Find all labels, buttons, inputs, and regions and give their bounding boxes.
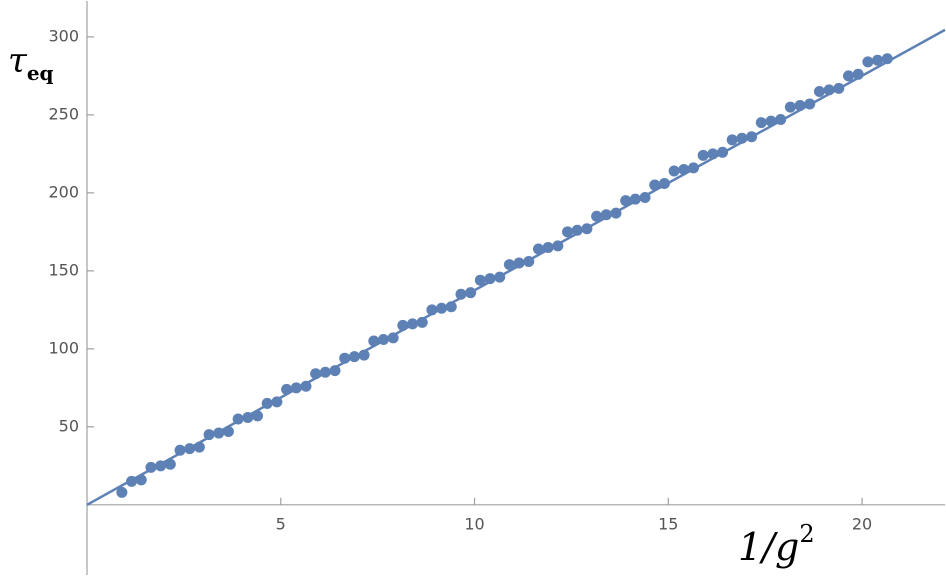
point: [455, 288, 467, 300]
point: [445, 301, 457, 313]
point: [145, 461, 157, 473]
point: [658, 177, 670, 189]
point: [436, 302, 448, 314]
point: [465, 287, 477, 299]
point: [532, 243, 544, 255]
point: [668, 165, 680, 177]
y-tick-label: 50: [59, 416, 79, 435]
point: [261, 397, 273, 409]
point: [513, 257, 525, 269]
point: [562, 226, 574, 238]
point: [852, 68, 864, 80]
point: [736, 132, 748, 144]
point: [591, 210, 603, 222]
point: [310, 368, 322, 380]
point: [726, 134, 738, 146]
point: [474, 274, 486, 286]
point: [319, 366, 331, 378]
x-tick-label: 20: [852, 514, 872, 533]
point: [232, 413, 244, 425]
y-tick-label: 300: [48, 26, 79, 45]
point: [687, 162, 699, 174]
point: [571, 224, 583, 236]
point: [639, 192, 651, 204]
point: [252, 410, 264, 422]
point: [746, 131, 758, 143]
point: [784, 101, 796, 113]
x-tick-label: 5: [276, 514, 286, 533]
point: [620, 195, 632, 207]
point: [697, 149, 709, 161]
point: [707, 148, 719, 160]
point: [203, 429, 215, 441]
x-label-main: 1/g: [738, 525, 799, 569]
point: [213, 427, 225, 439]
x-tick-label: 15: [658, 514, 678, 533]
point: [155, 460, 167, 472]
point: [823, 84, 835, 96]
point: [804, 98, 816, 110]
point: [881, 53, 893, 65]
point: [368, 335, 380, 347]
x-label-sup: 2: [799, 520, 814, 548]
point: [523, 255, 535, 267]
point: [174, 444, 186, 456]
y-axis-label: τeq: [8, 41, 54, 85]
point: [377, 333, 389, 345]
point: [494, 271, 506, 283]
point: [862, 56, 874, 68]
y-tick-label: 250: [48, 104, 79, 123]
point: [329, 365, 341, 377]
point: [755, 117, 767, 129]
point: [813, 85, 825, 97]
point: [629, 193, 641, 205]
x-axis-label: 1/g2: [738, 520, 815, 569]
y-label-sub: eq: [27, 61, 54, 85]
point: [794, 100, 806, 112]
y-tick-label: 150: [48, 260, 79, 279]
point: [552, 240, 564, 252]
point: [407, 318, 419, 330]
point: [765, 115, 777, 127]
point: [426, 304, 438, 316]
point: [581, 223, 593, 235]
point: [397, 319, 409, 331]
point: [116, 486, 128, 498]
point: [184, 443, 196, 455]
point: [717, 146, 729, 158]
point: [290, 382, 302, 394]
point: [775, 114, 787, 126]
y-label-main: τ: [8, 41, 28, 81]
point: [387, 332, 399, 344]
point: [484, 273, 496, 285]
point: [348, 351, 360, 363]
point: [649, 179, 661, 191]
point: [242, 411, 254, 423]
point: [358, 349, 370, 361]
point: [610, 207, 622, 219]
point: [281, 383, 293, 395]
y-tick-label: 100: [48, 338, 79, 357]
point: [271, 396, 283, 408]
point: [222, 426, 234, 437]
y-tick-label: 200: [48, 182, 79, 201]
point: [126, 475, 138, 487]
point: [416, 316, 428, 328]
point: [542, 241, 554, 253]
point: [164, 458, 176, 470]
point: [193, 441, 205, 453]
point: [843, 70, 855, 82]
x-tick-label: 10: [464, 514, 484, 533]
point: [833, 82, 845, 94]
point: [503, 259, 515, 271]
point: [339, 352, 351, 364]
point: [135, 474, 147, 486]
point: [300, 380, 312, 392]
point: [872, 54, 884, 66]
point: [600, 209, 612, 221]
point: [678, 163, 690, 175]
